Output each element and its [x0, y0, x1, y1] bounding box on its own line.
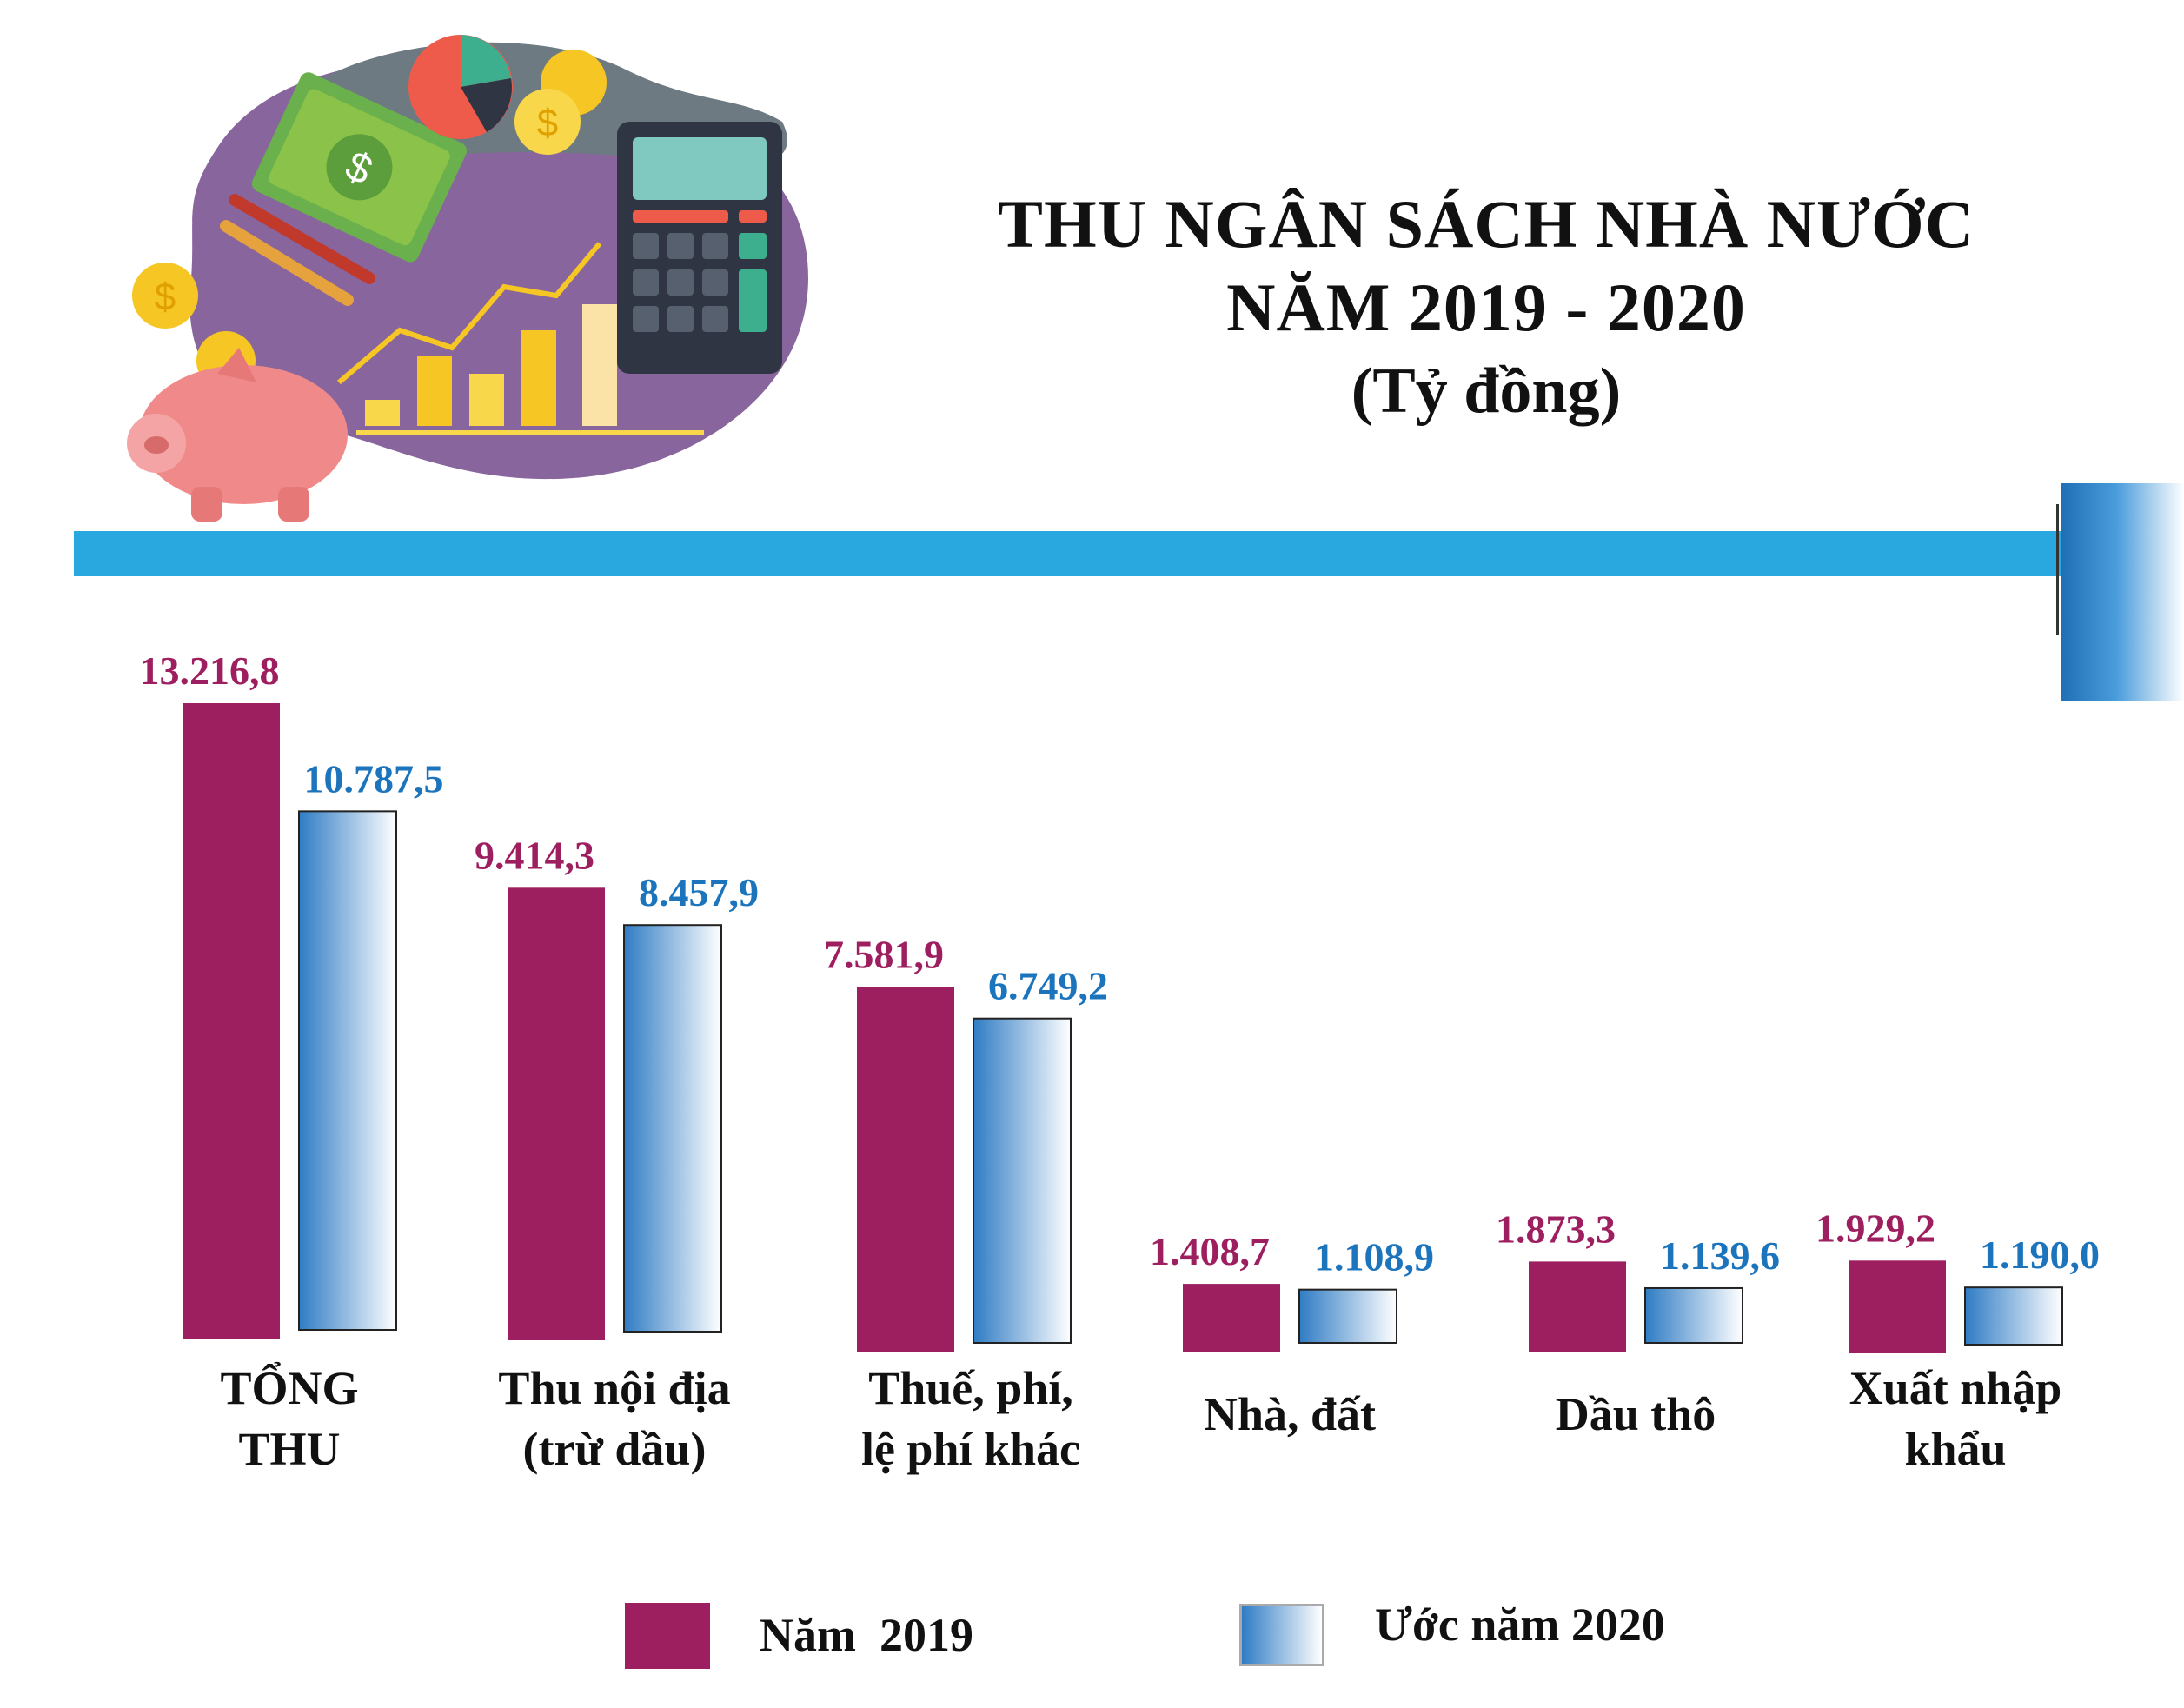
value-label-2020-1: 8.457,9 — [639, 870, 759, 914]
bars-layer — [183, 703, 2063, 1353]
growth-chart-icon — [337, 242, 704, 435]
legend-swatch-2019 — [625, 1603, 710, 1669]
bar-2020-4 — [1644, 1286, 1743, 1345]
bar-2019-1 — [508, 887, 605, 1340]
svg-text:$: $ — [155, 276, 176, 318]
category-label-1-line-1: (trừ dầu) — [523, 1423, 707, 1475]
svg-text:$: $ — [537, 102, 558, 144]
bar-2019-0 — [183, 703, 280, 1339]
value-label-2020-5: 1.190,0 — [1980, 1233, 2100, 1277]
calculator-icon — [617, 122, 782, 374]
value-label-2019-2: 7.581,9 — [824, 933, 944, 977]
value-label-2020-4: 1.139,6 — [1660, 1233, 1780, 1278]
finance-illustration: $ $ $ — [127, 35, 809, 522]
category-label-5-line-1: khẩu — [1904, 1423, 2006, 1475]
category-label-0-line-0: TỔNG — [220, 1361, 358, 1414]
header-divider-band — [74, 531, 2160, 576]
value-label-2020-2: 6.749,2 — [988, 964, 1108, 1008]
pencil-icon — [220, 194, 375, 306]
value-label-2019-5: 1.929,2 — [1816, 1206, 1935, 1250]
pie-chart-icon — [408, 35, 513, 139]
legend-label-2019: Năm 2019 — [760, 1609, 973, 1661]
bar-2020-3 — [1298, 1288, 1397, 1345]
bar-2020-1 — [623, 924, 722, 1333]
value-label-2019-0: 13.216,8 — [140, 648, 280, 693]
money-bill-icon: $ — [251, 72, 468, 263]
category-labels-layer: TỔNG THU Thu nội địa (trừ dầu) Thuế, phí, lệ … — [220, 1361, 2061, 1475]
category-label-2-line-1: lệ phí khác — [861, 1423, 1080, 1475]
legend-swatch-2020 — [1239, 1604, 1324, 1666]
legend-label-2020: Ước năm 2020 — [1375, 1598, 1665, 1651]
category-label-5-line-0: Xuất nhập — [1849, 1362, 2062, 1414]
side-tab-edge — [2056, 504, 2059, 635]
category-label-2-line-0: Thuế, phí, — [868, 1362, 1073, 1414]
value-label-2019-4: 1.873,3 — [1496, 1206, 1616, 1251]
side-tab — [2061, 483, 2184, 701]
bar-2019-4 — [1529, 1261, 1626, 1352]
category-label-4-line-0: Dầu thô — [1556, 1388, 1716, 1440]
category-label-3-line-0: Nhà, đất — [1204, 1388, 1376, 1440]
title-unit: (Tỷ đồng) — [1351, 356, 1622, 427]
bar-2019-2 — [857, 987, 954, 1352]
category-label-1-line-0: Thu nội địa — [498, 1362, 730, 1414]
value-label-2020-3: 1.108,9 — [1314, 1235, 1434, 1279]
category-label-0-line-1: THU — [238, 1423, 340, 1475]
value-labels-layer: 13.216,8 10.787,5 9.414,3 8.457,9 7.581,9 6.7… — [140, 648, 2101, 1279]
piggy-bank-icon — [127, 348, 348, 522]
bar-2020-0 — [298, 810, 397, 1331]
title-line-2: NĂM 2019 - 2020 — [1226, 269, 1746, 345]
bar-2019-3 — [1183, 1284, 1280, 1352]
bar-2019-5 — [1849, 1260, 1946, 1353]
value-label-2020-0: 10.787,5 — [304, 756, 444, 801]
value-label-2019-1: 9.414,3 — [475, 833, 594, 877]
chart-title: THU NGÂN SÁCH NHÀ NƯỚC NĂM 2019 - 2020 (… — [878, 183, 2094, 433]
value-label-2019-3: 1.408,7 — [1150, 1229, 1270, 1273]
bar-2020-5 — [1964, 1286, 2063, 1346]
bar-2020-2 — [973, 1017, 1072, 1344]
title-line-1: THU NGÂN SÁCH NHÀ NƯỚC — [997, 186, 1975, 262]
